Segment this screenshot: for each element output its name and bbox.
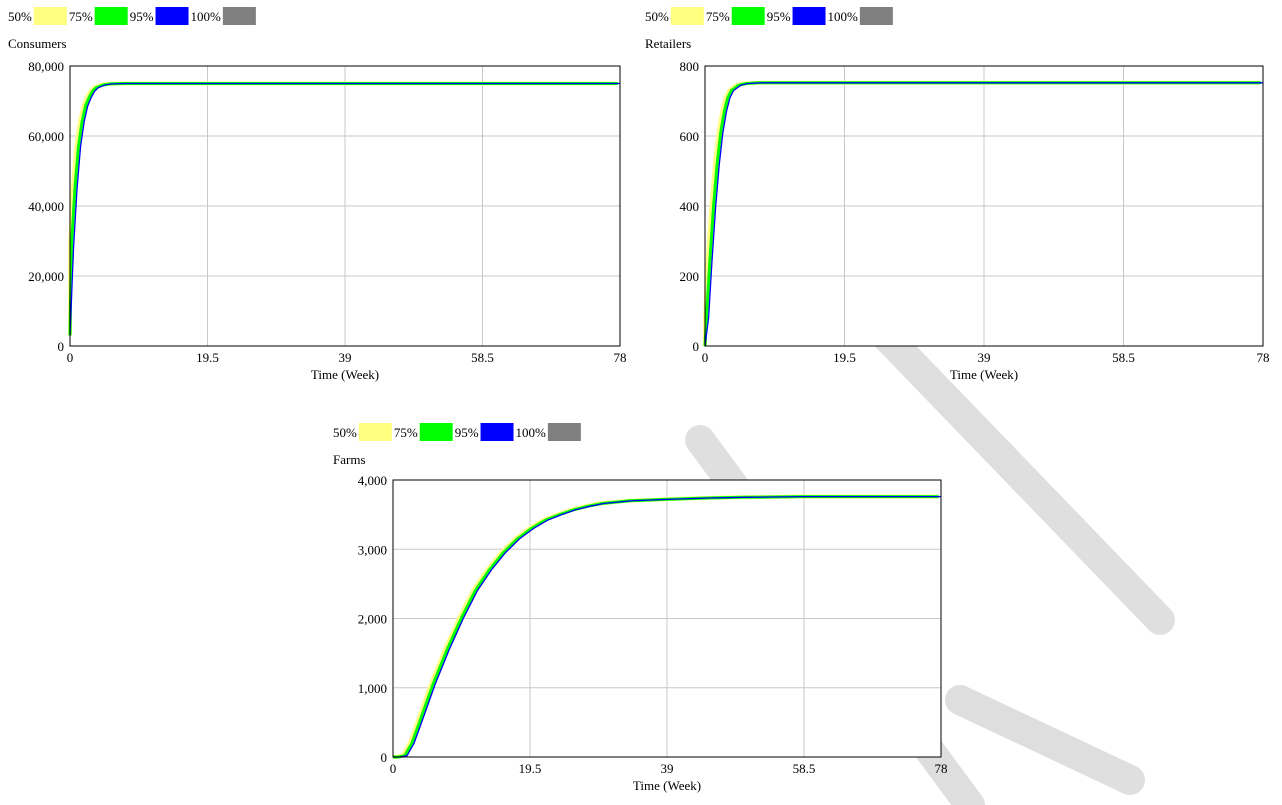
legend-label: 75% (706, 9, 730, 24)
x-tick-label: 58.5 (1112, 350, 1135, 365)
chart-title: Farms (333, 452, 366, 467)
legend-swatch (859, 7, 893, 25)
x-axis-title: Time (Week) (633, 778, 701, 793)
retailers-chart: 50% 75% 95% 100% Retailers 0 200 400 600 800 0 19.5… (645, 7, 1270, 382)
x-tick-label: 19.5 (519, 761, 542, 776)
legend: 50% 75% 95% 100% (333, 423, 581, 441)
y-tick-label: 0 (58, 339, 65, 354)
legend-swatch (222, 7, 256, 25)
legend-label: 95% (455, 425, 479, 440)
x-tick-label: 78 (1257, 350, 1270, 365)
watermark-stripe (945, 685, 1145, 795)
y-tick-label: 20,000 (28, 269, 64, 284)
chart-title: Retailers (645, 36, 691, 51)
x-tick-label: 39 (339, 350, 352, 365)
legend-label: 100% (828, 9, 859, 24)
x-tick-label: 78 (935, 761, 948, 776)
legend: 50% 75% 95% 100% (8, 7, 256, 25)
x-tick-label: 0 (702, 350, 709, 365)
y-tick-label: 600 (680, 129, 700, 144)
y-tick-label: 1,000 (358, 681, 387, 696)
x-tick-label: 58.5 (471, 350, 494, 365)
legend-swatch (731, 7, 765, 25)
legend-swatch (480, 423, 514, 441)
legend-label: 75% (394, 425, 418, 440)
farms-chart: 50% 75% 95% 100% Farms 0 1,000 2,000 3,000 4,000 0… (333, 423, 948, 793)
legend-swatch (94, 7, 128, 25)
legend-label: 100% (191, 9, 222, 24)
legend-label: 50% (645, 9, 669, 24)
y-tick-label: 0 (693, 339, 700, 354)
x-tick-label: 39 (978, 350, 991, 365)
watermark-stripe (865, 315, 1175, 635)
consumers-chart: 50% 75% 95% 100% Consumers 0 20,000 40,000 60,00… (8, 7, 627, 382)
x-tick-label: 0 (390, 761, 397, 776)
series-line (393, 495, 941, 758)
legend-label: 50% (333, 425, 357, 440)
y-tick-label: 0 (381, 750, 388, 765)
y-tick-label: 200 (680, 269, 700, 284)
x-axis-title: Time (Week) (950, 367, 1018, 382)
y-tick-label: 400 (680, 199, 700, 214)
y-tick-label: 60,000 (28, 129, 64, 144)
x-tick-label: 0 (67, 350, 74, 365)
legend-swatch (419, 423, 453, 441)
x-tick-label: 19.5 (833, 350, 856, 365)
legend-label: 50% (8, 9, 32, 24)
x-tick-label: 58.5 (793, 761, 816, 776)
legend-label: 95% (130, 9, 154, 24)
series-line (69, 82, 620, 336)
legend-label: 100% (516, 425, 547, 440)
y-tick-label: 80,000 (28, 59, 64, 74)
chart-title: Consumers (8, 36, 67, 51)
plot-border (69, 65, 621, 347)
y-tick-label: 4,000 (358, 473, 387, 488)
x-tick-label: 78 (614, 350, 627, 365)
legend-label: 95% (767, 9, 791, 24)
plot-border (392, 479, 942, 758)
legend-label: 75% (69, 9, 93, 24)
legend-swatch (155, 7, 189, 25)
x-tick-label: 19.5 (196, 350, 219, 365)
y-tick-label: 40,000 (28, 199, 64, 214)
legend-swatch (33, 7, 67, 25)
legend: 50% 75% 95% 100% (645, 7, 893, 25)
legend-swatch (547, 423, 581, 441)
x-tick-label: 39 (661, 761, 674, 776)
legend-swatch (358, 423, 392, 441)
series-line (704, 82, 1263, 347)
y-tick-label: 3,000 (358, 542, 387, 557)
x-axis-title: Time (Week) (311, 367, 379, 382)
plot-border (704, 65, 1264, 347)
legend-swatch (670, 7, 704, 25)
y-tick-label: 800 (680, 59, 700, 74)
legend-swatch (792, 7, 826, 25)
y-tick-label: 2,000 (358, 612, 387, 627)
